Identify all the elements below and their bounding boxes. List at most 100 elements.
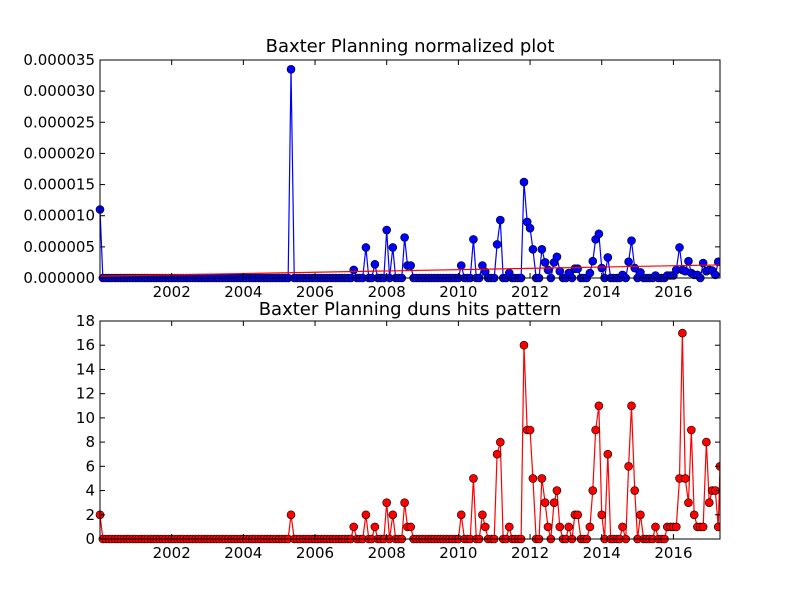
data-point [406,261,416,270]
data-point [704,498,714,507]
data-point [388,243,398,252]
x-tick-label: 2002 [153,544,191,562]
data-point [552,486,562,495]
data-point [388,510,398,520]
data-point [594,229,604,239]
chart-title-normalized: Baxter Planning normalized plot [266,36,555,57]
y-tick-label: 18 [76,312,95,330]
data-point [478,510,487,520]
data-point [711,270,720,280]
data-point [618,522,627,532]
data-point [537,245,547,254]
y-tick-label: 0.000025 [23,113,95,131]
data-point [573,510,583,520]
data-point [370,522,380,532]
x-tick-label: 2002 [153,283,191,301]
data-point [684,498,693,507]
data-point [349,265,359,275]
data-point [603,253,613,262]
data-point [540,498,550,507]
data-point [519,177,529,187]
data-point [400,498,409,507]
data-point [400,233,409,242]
data-point [456,261,466,270]
data-point [382,225,392,235]
data-point [680,474,690,483]
y-tick-label: 0.000000 [23,269,95,287]
x-tick-label: 2010 [439,283,477,301]
data-point [597,510,607,520]
y-tick-label: 10 [76,409,95,427]
data-point [469,474,478,483]
data-point [492,240,502,249]
y-tick-label: 8 [85,433,95,451]
y-tick-label: 0.000005 [23,238,95,256]
axes-frame-normalized [99,59,721,279]
x-tick-label: 2004 [224,283,262,301]
data-point [713,522,720,532]
data-point [552,252,562,262]
x-tick-label: 2012 [511,544,549,562]
data-point [492,449,502,459]
x-tick-label: 2014 [583,544,621,562]
data-point [588,486,598,495]
data-point [361,243,371,252]
data-point [713,257,720,267]
data-point [286,65,296,74]
data-point [525,223,535,233]
data-point [540,258,550,267]
x-tick-label: 2016 [654,544,692,562]
data-point [630,486,640,495]
data-point [597,263,607,273]
normalized-plot: Baxter Planning normalized plot 2002 2004… [23,36,721,301]
data-point [528,245,538,254]
data-point [564,522,574,532]
data-point [349,522,359,532]
data-point [286,510,296,520]
data-point [627,236,636,245]
data-point [549,498,559,507]
y-tick-label: 0.000015 [23,176,95,194]
y-tick-label: 0 [85,530,95,548]
data-point [675,243,684,252]
data-point [361,510,371,520]
data-point [370,259,380,269]
data-point [525,425,535,435]
data-point [671,522,681,532]
data-point [689,510,699,520]
y-tick-label: 2 [85,506,95,524]
data-point [496,437,505,447]
data-point [537,474,547,483]
y-tick-label: 14 [76,360,95,378]
data-point [456,510,466,520]
x-tick-label: 2016 [654,283,692,301]
data-point [382,498,392,507]
data-point [651,522,660,532]
data-point [480,522,490,532]
data-point [627,401,636,411]
data-point [684,256,693,266]
data-point [585,268,595,278]
data-point [573,264,583,273]
data-point [519,340,529,350]
x-tick-label: 2014 [583,283,621,301]
data-point [636,510,645,520]
chart-title-duns-hits: Baxter Planning duns hits pattern [259,299,562,320]
data-point [594,401,604,411]
data-point [406,522,416,532]
data-point [555,522,565,532]
x-tick-label: 2006 [296,283,334,301]
data-point [469,235,478,244]
data-point [555,266,565,276]
data-point [543,522,553,532]
y-tick-label: 0.000010 [23,207,95,225]
x-tick-label: 2004 [224,544,262,562]
x-tick-label: 2008 [368,283,406,301]
data-point [496,215,505,225]
axes-frame-duns-hits [99,320,721,540]
duns-hits-plot: Baxter Planning duns hits pattern 2002 20… [76,299,721,562]
data-point [678,328,687,338]
data-point [504,522,514,532]
data-point [543,265,553,275]
